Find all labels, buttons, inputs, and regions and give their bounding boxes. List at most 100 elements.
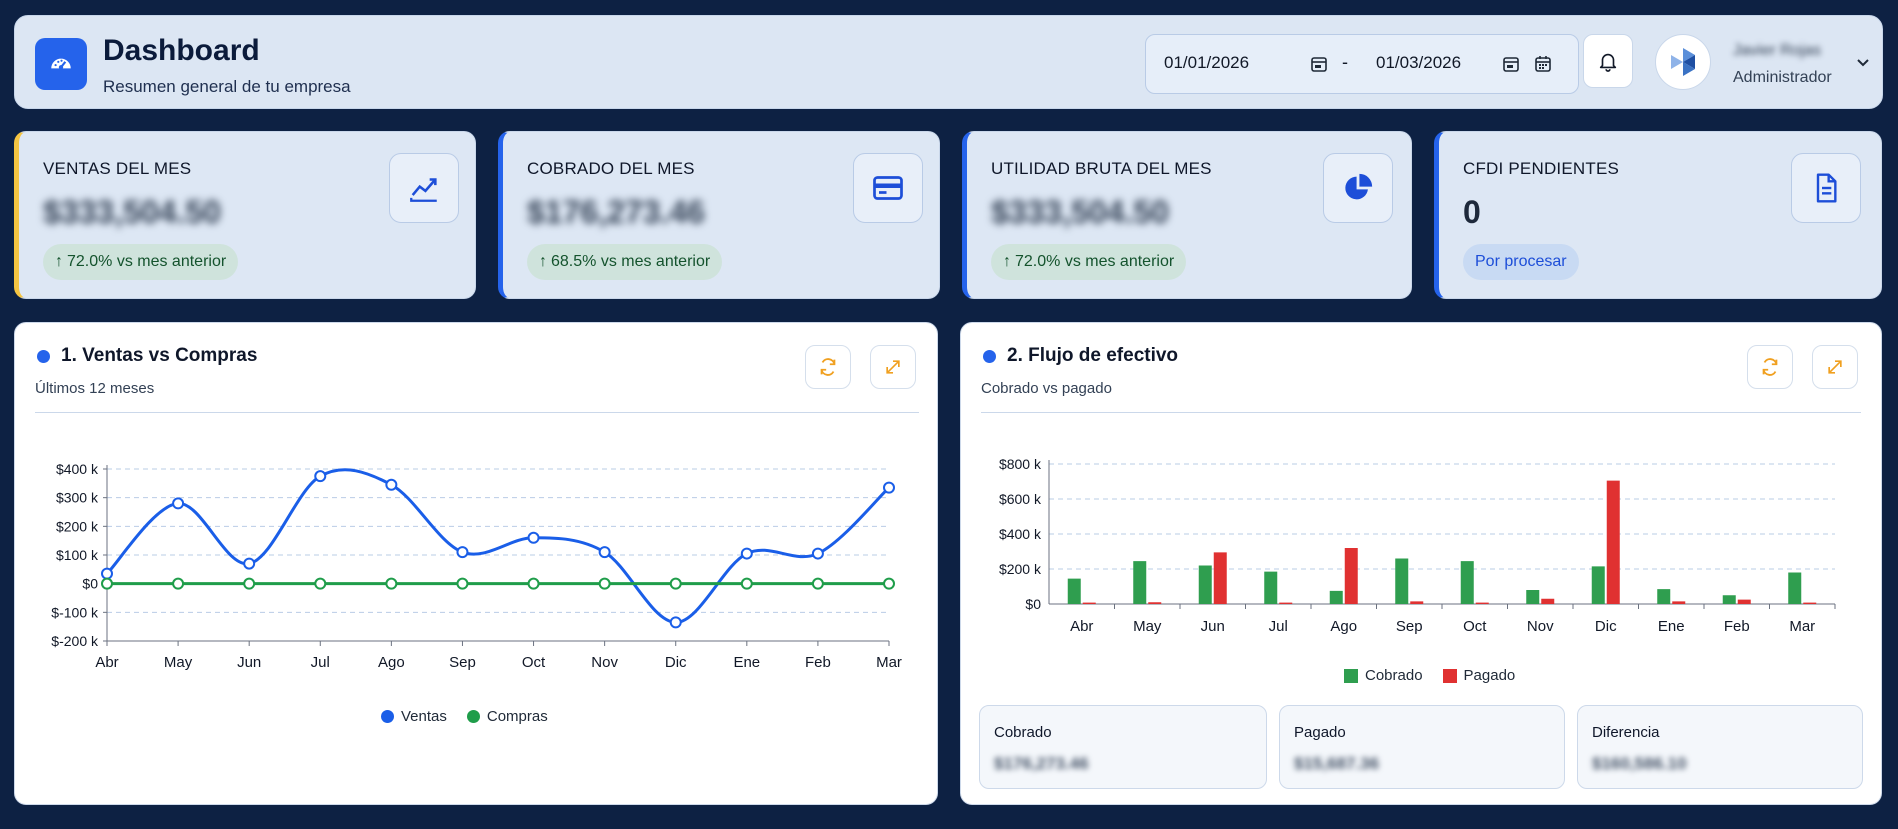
card-indicator-dot [983, 350, 996, 363]
x-tick-label: Abr [1070, 618, 1093, 635]
data-point-ventas [883, 481, 895, 494]
y-tick-label: $200 k [999, 561, 1042, 577]
kpi-card-cobrado: COBRADO DEL MES $176,273.46 ↑ 68.5% vs m… [498, 131, 940, 299]
company-logo-icon [1671, 48, 1695, 76]
legend-label: Compras [486, 708, 548, 725]
expand-icon [1828, 360, 1842, 374]
data-point-compras [101, 577, 113, 590]
date-to-field[interactable]: 01/03/2026 [1376, 53, 1462, 72]
refresh-button[interactable] [805, 345, 851, 389]
date-from-field[interactable]: 01/01/2026 [1164, 53, 1250, 72]
chart-legend: Ventas Compras [381, 708, 548, 725]
summary-pagado: Pagado $15,687.36 [1279, 705, 1565, 789]
date-range-picker[interactable]: 01/01/2026 - 01/03/2026 [1145, 34, 1579, 94]
calendar-clear-icon[interactable] [1502, 55, 1520, 73]
bar-pagado [1148, 602, 1162, 604]
kpi-label: CFDI PENDIENTES [1463, 159, 1620, 178]
legend-label: Ventas [401, 708, 447, 725]
x-tick-label: Jun [237, 654, 261, 671]
legend-label: Cobrado [1365, 667, 1423, 684]
data-point-compras [456, 577, 469, 590]
x-tick-label: Sep [449, 654, 476, 671]
data-point-ventas [811, 547, 824, 560]
y-tick-label: $400 k [999, 526, 1042, 542]
ventas-line-chart: $400 k $300 k $200 k $100 k $0 $-100 k $-200 k… [51, 461, 902, 671]
card-subtitle: Cobrado vs pagado [981, 380, 1112, 397]
bar-cobrado [1133, 561, 1147, 604]
data-point-compras [385, 577, 398, 590]
x-tick-label: Mar [1789, 618, 1815, 635]
y-tick-label: $0 [82, 576, 98, 592]
x-tick-label: Jul [1269, 618, 1288, 635]
bar-pagado [1279, 602, 1293, 604]
bar-cobrado [1395, 558, 1409, 604]
legend-item-compras[interactable]: Compras [466, 708, 548, 725]
bar-cobrado [1526, 590, 1540, 604]
refresh-button[interactable] [1747, 345, 1793, 389]
expand-button[interactable] [1812, 345, 1858, 389]
card-indicator-dot [37, 350, 50, 363]
x-tick-label: Nov [1527, 618, 1554, 635]
bar-pagado [1541, 598, 1555, 604]
y-tick-label: $800 k [999, 456, 1042, 472]
data-point-ventas [172, 497, 185, 510]
x-tick-label: Abr [95, 654, 118, 671]
card-subtitle: Últimos 12 meses [35, 380, 155, 397]
bar-pagado [1606, 480, 1620, 604]
expand-icon [886, 360, 900, 374]
kpi-badge-text: 72.0% vs mes anterior [1015, 253, 1175, 270]
chevron-down-icon[interactable] [1855, 54, 1871, 70]
kpi-label: UTILIDAD BRUTA DEL MES [991, 159, 1212, 178]
y-tick-label: $100 k [56, 547, 99, 563]
legend-item-cobrado[interactable]: Cobrado [1344, 667, 1423, 684]
data-point-compras [883, 577, 895, 590]
legend-item-ventas[interactable]: Ventas [381, 708, 447, 725]
bar-cobrado [1722, 595, 1736, 604]
bar-pagado [1672, 601, 1686, 604]
user-name[interactable]: Javier Rojas [1733, 42, 1822, 59]
status-badge: Por procesar [1463, 244, 1579, 280]
bar-pagado [1737, 599, 1751, 604]
x-tick-label: Dic [665, 654, 687, 671]
data-point-ventas [740, 547, 753, 560]
legend-marker [1442, 668, 1457, 683]
card-title: 2. Flujo de efectivo [1007, 345, 1179, 366]
x-tick-label: Ago [378, 654, 405, 671]
x-tick-label: Feb [805, 654, 831, 671]
ventas-vs-compras-card: 1. Ventas vs Compras Últimos 12 meses $4… [14, 322, 938, 805]
avatar[interactable] [1655, 34, 1711, 90]
y-tick-label: $400 k [56, 461, 99, 477]
data-point-ventas [456, 546, 469, 559]
bar-cobrado [1198, 565, 1212, 604]
bar-pagado [1410, 601, 1424, 604]
kpi-card-utilidad: UTILIDAD BRUTA DEL MES $333,504.50 ↑ 72.… [962, 131, 1412, 299]
x-tick-label: Feb [1724, 618, 1750, 635]
calendar-clear-icon[interactable] [1310, 55, 1328, 73]
legend-label: Pagado [1463, 667, 1516, 684]
bar-pagado [1082, 602, 1096, 604]
page-title: Dashboard [103, 34, 260, 67]
notifications-button[interactable] [1583, 34, 1633, 88]
bar-pagado [1344, 548, 1358, 604]
refresh-icon [1762, 358, 1778, 376]
data-point-compras [243, 577, 256, 590]
arrow-up-icon: ↑ [1003, 253, 1011, 270]
dashboard-header: Dashboard Resumen general de tu empresa … [14, 15, 1883, 109]
kpi-label: COBRADO DEL MES [527, 159, 695, 178]
calendar-icon[interactable] [1534, 55, 1552, 73]
kpi-value: 0 [1463, 194, 1481, 230]
document-icon [1791, 153, 1861, 223]
summary-value: $15,687.36 [1294, 754, 1380, 773]
card-divider [981, 412, 1861, 413]
x-tick-label: Ago [1330, 618, 1357, 635]
summary-value: $176,273.46 [994, 754, 1089, 773]
expand-button[interactable] [870, 345, 916, 389]
data-point-compras [811, 577, 824, 590]
kpi-trend-badge: ↑ 72.0% vs mes anterior [43, 244, 239, 280]
bar-cobrado [1460, 561, 1474, 604]
legend-item-pagado[interactable]: Pagado [1442, 667, 1516, 684]
user-role: Administrador [1733, 69, 1832, 86]
page-subtitle: Resumen general de tu empresa [103, 77, 351, 96]
x-tick-label: Dic [1595, 618, 1617, 635]
y-tick-label: $600 k [999, 491, 1042, 507]
